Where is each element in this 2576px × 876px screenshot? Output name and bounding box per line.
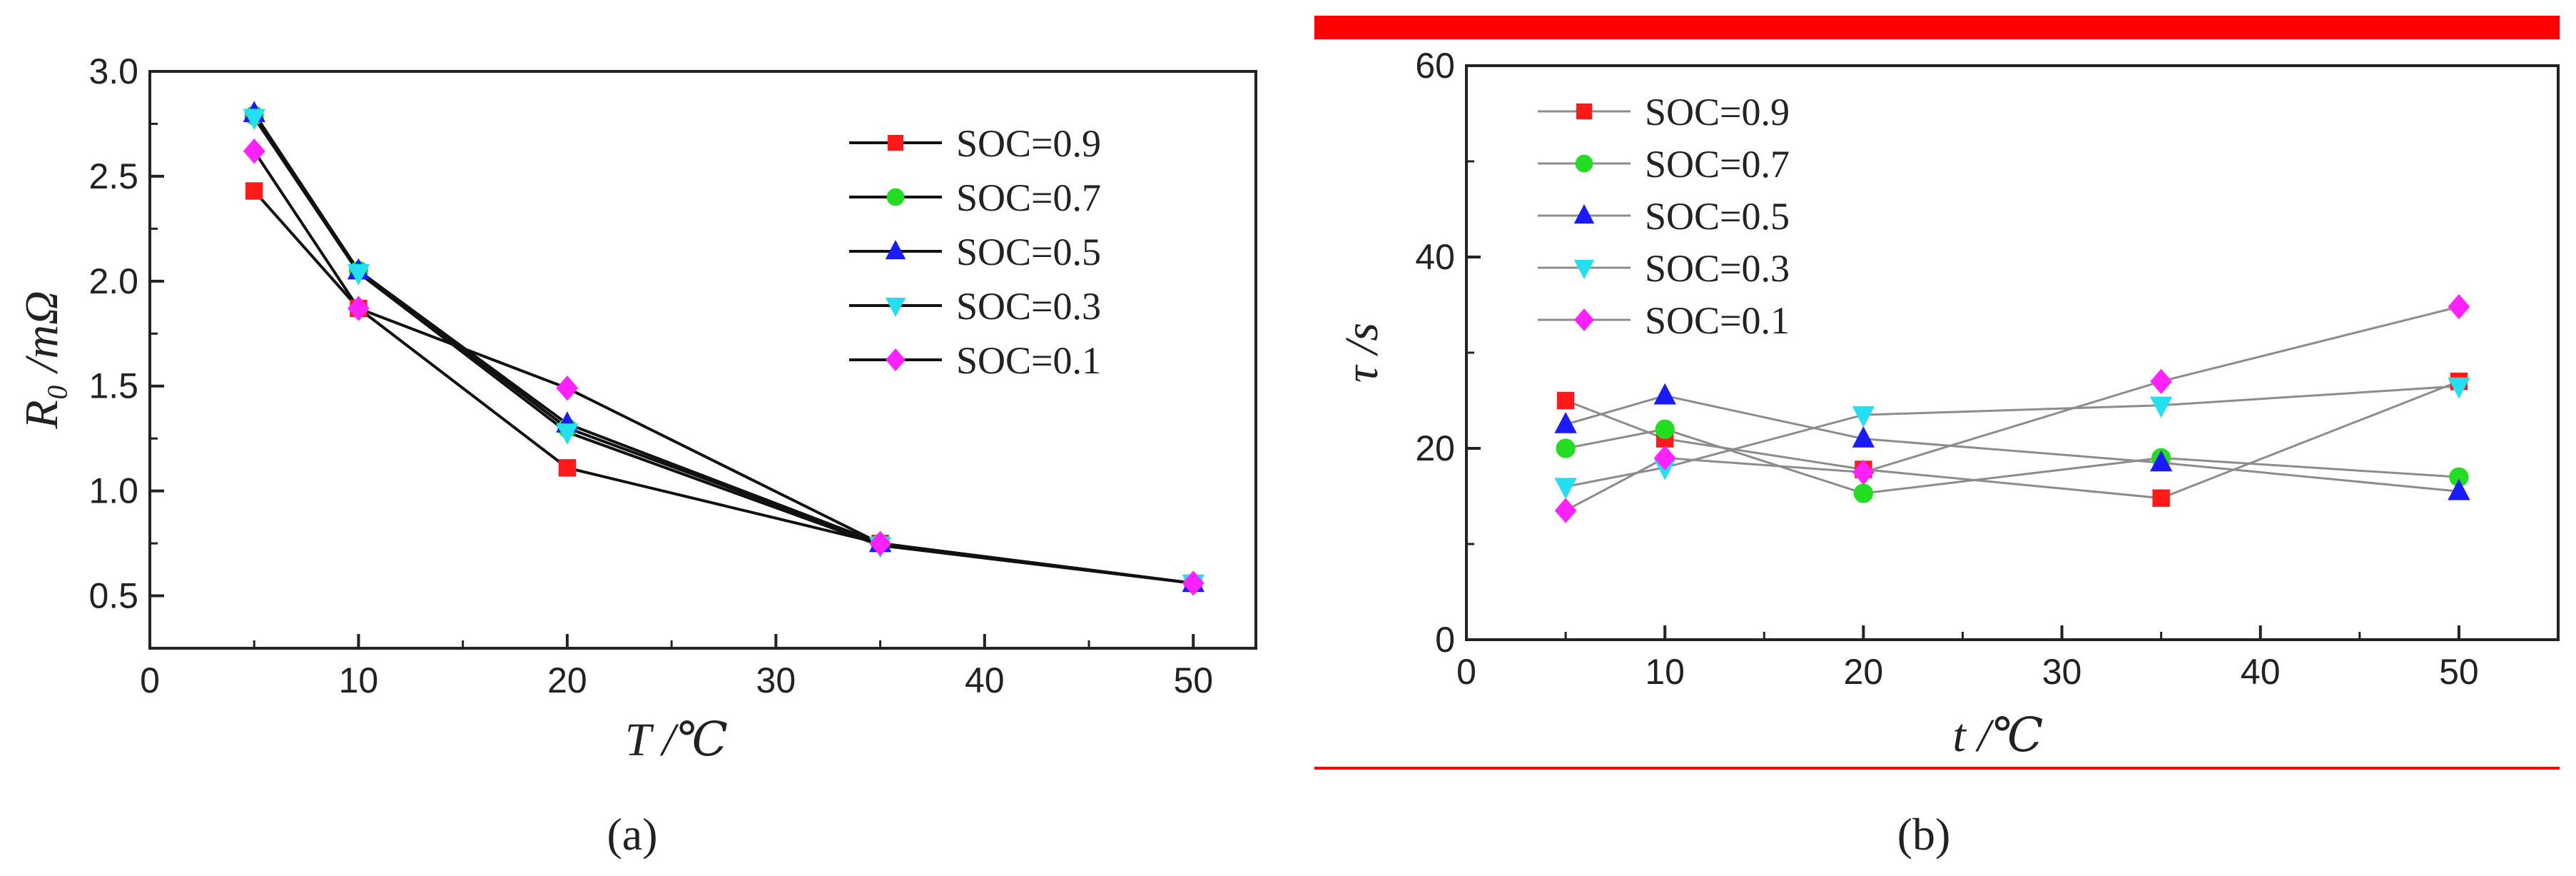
- x-tick-label: 10: [1645, 652, 1685, 692]
- panel-b-bottom-accent-line: [1314, 767, 2560, 770]
- data-point-marker: [1852, 406, 1875, 428]
- x-tick-label: 20: [547, 660, 587, 700]
- y-tick-label: 3.0: [88, 51, 138, 91]
- legend-marker: [1574, 308, 1594, 332]
- y-tick-label: 2.5: [88, 156, 138, 196]
- data-point-marker: [2448, 478, 2470, 500]
- data-point-marker: [2150, 368, 2172, 394]
- x-tick-label: 40: [2241, 652, 2281, 692]
- legend-marker: [1576, 103, 1593, 120]
- data-point-marker: [1852, 459, 1875, 485]
- data-point-marker: [1653, 383, 1676, 405]
- data-point-marker: [2448, 377, 2470, 399]
- data-point-marker: [347, 263, 370, 286]
- data-point-marker: [558, 459, 577, 477]
- data-point-marker: [348, 296, 370, 321]
- panel-a-label: (a): [607, 809, 657, 860]
- legend-label: SOC=0.7: [1645, 143, 1790, 186]
- x-tick-label: 30: [756, 660, 796, 700]
- panel-a-x-axis-title: T /℃: [625, 714, 728, 766]
- y-tick-label: 1.0: [88, 471, 138, 511]
- panel-b-y-axis-title: τ /s: [1336, 323, 1388, 383]
- data-point-marker: [1852, 426, 1875, 448]
- legend-marker: [885, 239, 906, 260]
- legend-label: SOC=0.9: [956, 122, 1101, 165]
- legend-label: SOC=0.3: [1645, 247, 1790, 290]
- data-point-marker: [556, 423, 579, 445]
- x-tick-label: 0: [140, 660, 160, 700]
- legend-marker: [1573, 203, 1595, 224]
- data-point-marker: [1554, 411, 1577, 433]
- data-point-marker: [1653, 445, 1676, 471]
- data-point-marker: [1655, 419, 1675, 439]
- panel-a-plot-area: [148, 70, 1257, 650]
- data-point-marker: [1554, 498, 1577, 523]
- legend-label: SOC=0.5: [1645, 195, 1790, 238]
- panel-b-legend: SOC=0.9 SOC=0.7 SOC=0.5 SOC=0.3 SOC=0.1: [1538, 91, 1790, 342]
- legend-label: SOC=0.1: [1645, 299, 1790, 342]
- y-tick-label: 2.0: [88, 261, 138, 301]
- data-point-marker: [1182, 570, 1205, 596]
- panel-a-legend: SOC=0.9 SOC=0.7 SOC=0.5 SOC=0.3 SOC=0.1: [849, 122, 1101, 382]
- legend-label: SOC=0.1: [956, 339, 1101, 382]
- x-tick-label: 10: [339, 660, 379, 700]
- data-point-marker: [2152, 489, 2170, 507]
- panel-a-chart: 0 10 20 30 40 50 0.51.01.52.02.53.0 SOC=0.9SO…: [16, 51, 1257, 860]
- legend-label: SOC=0.5: [956, 231, 1101, 273]
- legend-marker: [885, 297, 906, 318]
- panel-b-x-axis-title: t /℃: [1952, 710, 2043, 762]
- x-tick-label: 50: [2439, 652, 2479, 692]
- y-tick-label: 0: [1435, 620, 1455, 660]
- panel-a-x-axis: 0 10 20 30 40 50: [140, 634, 1213, 700]
- x-tick-label: 40: [965, 660, 1005, 700]
- y-tick-label: 20: [1415, 428, 1455, 468]
- data-point-marker: [869, 530, 891, 556]
- data-point-marker: [1554, 478, 1577, 500]
- data-point-marker: [1556, 391, 1575, 410]
- legend-label: SOC=0.9: [1645, 91, 1790, 134]
- legend-marker: [886, 348, 906, 372]
- legend-marker: [1575, 154, 1593, 173]
- y-tick-label: 40: [1415, 237, 1455, 277]
- panel-a-y-axis: 0.5 1.0 1.5 2.0 2.5 3.0: [88, 51, 164, 616]
- data-point-marker: [2149, 450, 2173, 472]
- data-point-marker: [243, 139, 265, 164]
- data-point-marker: [2448, 294, 2470, 320]
- y-tick-label: 60: [1415, 46, 1455, 86]
- x-tick-label: 30: [2042, 652, 2082, 692]
- panel-b-series-markers: [1554, 294, 2470, 523]
- x-tick-label: 20: [1844, 652, 1884, 692]
- x-tick-label: 50: [1173, 660, 1213, 700]
- y-tick-label: 0.5: [88, 576, 138, 616]
- panel-b-y-axis: 0 20 40 60: [1415, 46, 1481, 660]
- panel-a-y-axis-title: R₀ /mΩ: [16, 291, 68, 430]
- panel-a-series-markers: [243, 101, 1205, 596]
- data-point-marker: [556, 376, 579, 401]
- data-point-marker: [1556, 438, 1576, 458]
- panel-b-label: (b): [1897, 809, 1951, 860]
- y-tick-label: 1.5: [88, 366, 138, 406]
- data-point-marker: [1853, 483, 1873, 503]
- x-tick-label: 0: [1456, 652, 1476, 692]
- data-point-marker: [245, 182, 263, 200]
- data-point-marker: [243, 109, 265, 131]
- data-point-marker: [2149, 396, 2173, 418]
- panel-b-top-accent-bar: [1314, 16, 2560, 39]
- legend-marker: [1573, 259, 1595, 280]
- legend-label: SOC=0.7: [956, 176, 1101, 219]
- legend-label: SOC=0.3: [956, 285, 1101, 328]
- panel-b-x-axis: 0 10 20 30 40 50: [1456, 625, 2479, 692]
- legend-marker: [886, 188, 905, 206]
- legend-marker: [887, 134, 904, 151]
